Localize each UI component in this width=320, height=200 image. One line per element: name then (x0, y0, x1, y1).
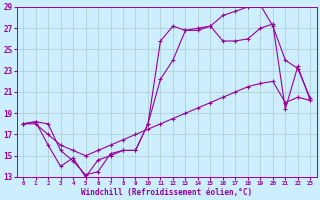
X-axis label: Windchill (Refroidissement éolien,°C): Windchill (Refroidissement éolien,°C) (81, 188, 252, 197)
